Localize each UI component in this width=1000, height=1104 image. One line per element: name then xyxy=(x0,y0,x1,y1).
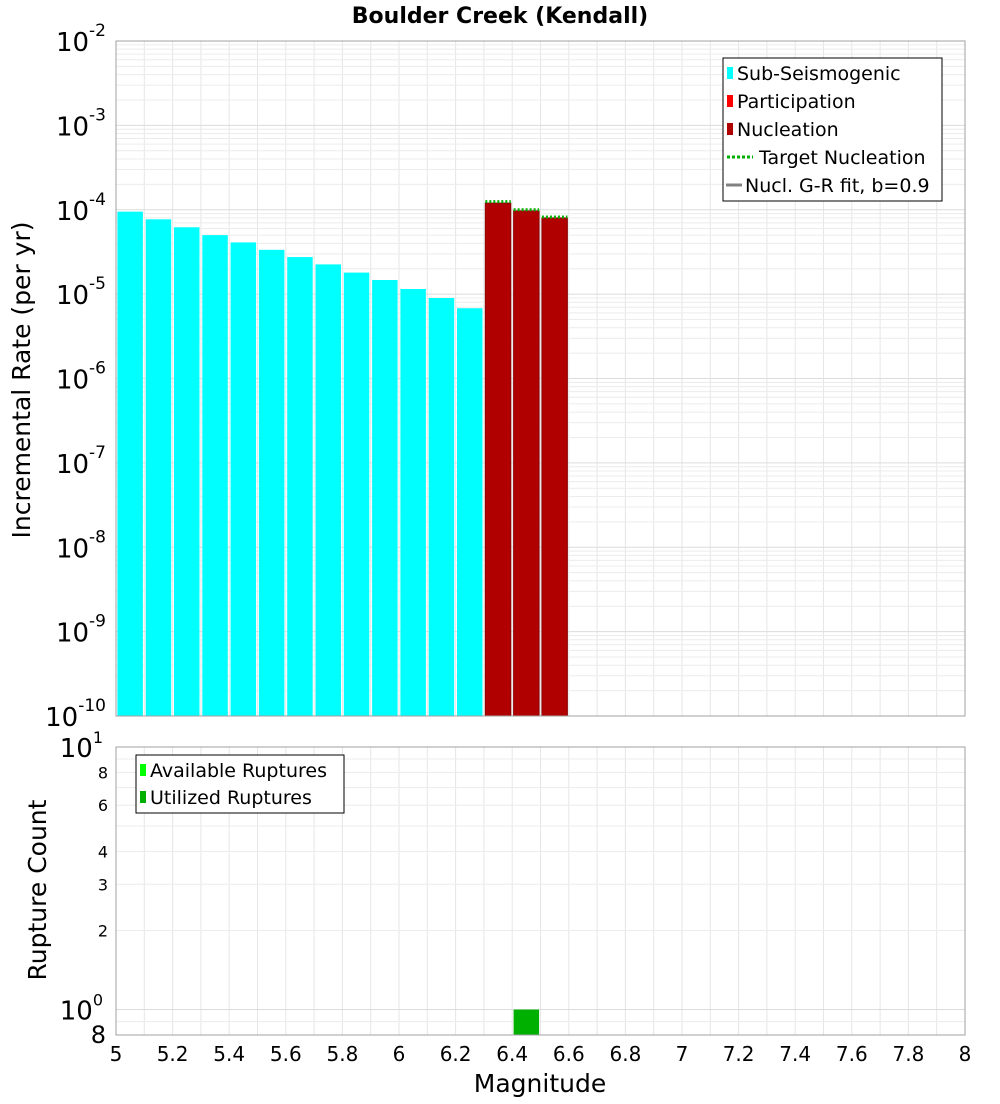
sub-seismogenic-bar xyxy=(230,242,257,716)
x-tick-label: 5.6 xyxy=(270,1042,302,1066)
nucleation-bar xyxy=(541,217,568,717)
x-tick-label: 6.8 xyxy=(609,1042,641,1066)
x-tick-label: 5.2 xyxy=(157,1042,189,1066)
y-tick-label: 2 xyxy=(98,922,108,941)
sub-seismogenic-bar xyxy=(145,219,172,717)
y-tick-label: 10-2 xyxy=(56,21,106,58)
legend-swatch xyxy=(727,123,733,135)
sub-seismogenic-bar xyxy=(400,289,426,716)
y-tick-label: 10-8 xyxy=(56,527,106,564)
sub-seismogenic-bar xyxy=(428,297,455,716)
legend-label: Nucleation xyxy=(737,119,839,141)
sub-seismogenic-bar xyxy=(372,280,398,716)
utilized-ruptures-bar xyxy=(513,1009,540,1035)
y-tick-label: 100 xyxy=(60,991,103,1027)
x-tick-label: 7.2 xyxy=(723,1042,755,1066)
y-tick-label: 4 xyxy=(98,842,108,861)
legend-swatch xyxy=(727,95,733,107)
nucleation-bar xyxy=(484,202,512,717)
x-tick-label: 7.4 xyxy=(779,1042,811,1066)
legend-swatch xyxy=(727,67,733,79)
y-tick-label: 6 xyxy=(98,796,108,815)
bottom-y-axis-label: Rupture Count xyxy=(23,799,52,980)
sub-seismogenic-bar xyxy=(343,272,370,716)
x-tick-label: 8 xyxy=(959,1042,972,1066)
y-tick-label: 3 xyxy=(98,875,108,894)
x-tick-label: 6.4 xyxy=(496,1042,528,1066)
y-tick-label: 8 xyxy=(98,763,108,782)
sub-seismogenic-bar xyxy=(315,264,341,716)
legend-frame xyxy=(722,57,943,202)
legend-label: Available Ruptures xyxy=(150,760,327,782)
legend-label: Sub-Seismogenic xyxy=(737,63,901,85)
sub-seismogenic-bar xyxy=(174,227,200,716)
y-tick-label: 10-7 xyxy=(56,443,106,480)
top-bars xyxy=(117,200,568,717)
x-tick-label: 5.8 xyxy=(326,1042,358,1066)
sub-seismogenic-bar xyxy=(287,257,313,716)
bottom-legend: Available Ruptures Utilized Ruptures xyxy=(135,754,345,814)
nucleation-bar xyxy=(513,210,540,717)
legend-swatch xyxy=(140,764,146,776)
legend-label: Nucl. G-R fit, b=0.9 xyxy=(745,175,930,197)
x-axis-label: Magnitude xyxy=(474,1069,606,1098)
x-tick-labels: 5 5.2 5.4 5.6 5.8 6 6.2 6.4 6.6 6.8 7 7.2 7.4 7.6 7.8 8 xyxy=(110,1042,972,1066)
y-tick-label: 10-5 xyxy=(56,274,106,311)
sub-seismogenic-bar xyxy=(202,235,228,716)
sub-seismogenic-bar xyxy=(117,211,143,716)
legend-label: Utilized Ruptures xyxy=(150,787,312,809)
sub-seismogenic-bar xyxy=(457,308,483,716)
y-tick-label: 8 xyxy=(91,1021,106,1049)
top-y-tick-labels: 10-10 10-9 10-8 10-7 10-6 10-5 10-4 10-3 10-2 xyxy=(45,21,106,733)
x-tick-label: 7.8 xyxy=(892,1042,924,1066)
legend-label: Target Nucleation xyxy=(758,147,926,169)
y-tick-label: 10-4 xyxy=(56,190,106,227)
x-tick-label: 7.6 xyxy=(836,1042,868,1066)
top-y-axis-label: Incremental Rate (per yr) xyxy=(7,222,36,539)
x-tick-label: 5 xyxy=(110,1042,123,1066)
y-tick-label: 10-9 xyxy=(56,612,106,649)
legend-label: Participation xyxy=(737,91,856,113)
bottom-plot-frame xyxy=(115,746,966,1036)
chart-title: Boulder Creek (Kendall) xyxy=(352,4,648,29)
x-tick-label: 5.4 xyxy=(213,1042,245,1066)
y-tick-label: 10-10 xyxy=(45,696,106,733)
sub-seismogenic-bar xyxy=(258,249,285,716)
legend-frame xyxy=(135,754,345,814)
top-legend: Sub-Seismogenic Participation Nucleation Ta… xyxy=(722,57,943,202)
x-tick-label: 7 xyxy=(676,1042,689,1066)
y-tick-label: 101 xyxy=(60,728,103,764)
legend-swatch xyxy=(140,791,146,803)
y-tick-label: 10-6 xyxy=(56,359,106,396)
x-tick-label: 6 xyxy=(393,1042,406,1066)
bottom-bars xyxy=(513,1009,540,1035)
x-tick-label: 6.6 xyxy=(553,1042,585,1066)
top-plot-frame xyxy=(115,40,966,717)
y-tick-label: 10-3 xyxy=(56,105,106,142)
x-tick-label: 6.2 xyxy=(440,1042,472,1066)
